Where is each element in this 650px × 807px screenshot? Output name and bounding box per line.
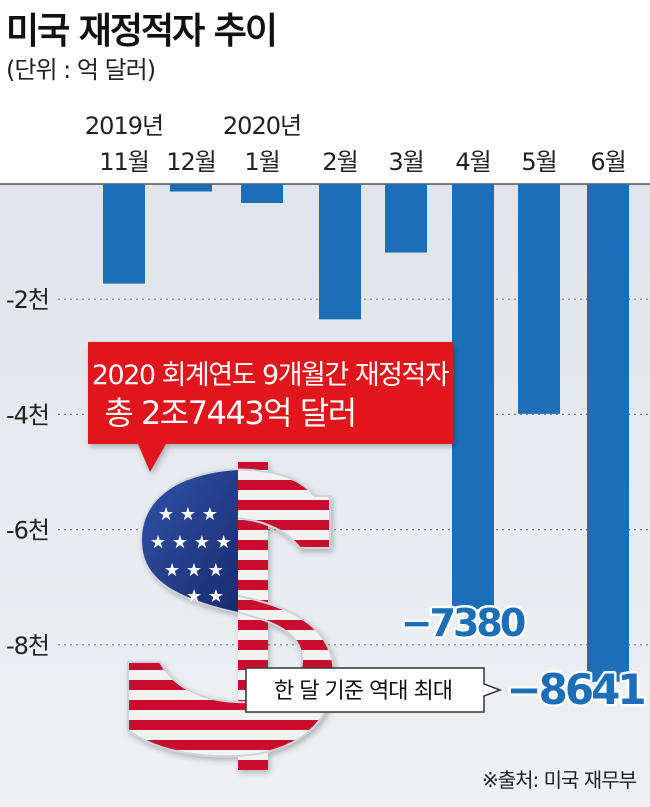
y-tick-label: -2천 xyxy=(6,286,49,314)
record-callout: 한 달 기준 역대 최대 xyxy=(245,667,503,713)
total-deficit-callout: 2020 회계연도 9개월간 재정적자 총 2조7443억 달러 xyxy=(88,342,453,472)
category-label: 1월 xyxy=(244,148,279,176)
value-labels: −7380 −8641 xyxy=(398,599,650,717)
value-label: −7380 xyxy=(401,601,525,645)
svg-text:★ ★ ★: ★ ★ ★ xyxy=(158,504,218,525)
source-note: ※출처: 미국 재무부 xyxy=(481,768,637,792)
bar-7 xyxy=(518,184,560,414)
svg-text:★ ★ ★ ★: ★ ★ ★ ★ xyxy=(150,532,232,553)
category-label: 5월 xyxy=(521,148,556,176)
callout-line-2: 총 2조7443억 달러 xyxy=(104,394,355,432)
year-label: 2020년 xyxy=(223,112,301,140)
category-label: 2월 xyxy=(322,148,357,176)
bar-4 xyxy=(319,184,361,320)
bars xyxy=(103,184,629,682)
category-label: 4월 xyxy=(455,148,490,176)
header-band xyxy=(0,88,650,184)
bar-5 xyxy=(385,184,427,253)
value-label: −8641 xyxy=(506,665,644,714)
y-tick-label: -8천 xyxy=(6,632,49,660)
unit-label: (단위 : 억 달러) xyxy=(6,56,156,84)
chart-title: 미국 재정적자 추이 xyxy=(6,11,278,52)
bar-6 xyxy=(452,184,494,610)
bar-8 xyxy=(587,184,629,682)
category-label: 11월 xyxy=(99,148,149,176)
y-tick-labels: -2천 -4천 -6천 -8천 xyxy=(6,286,50,660)
category-label: 12월 xyxy=(166,148,216,176)
y-tick-label: -4천 xyxy=(6,401,49,429)
dollar-flag-icon: ★ ★ ★ ★ ★ ★ ★ ★ ★ ★ ★ ★ xyxy=(127,462,336,770)
y-tick-label: -6천 xyxy=(6,517,49,545)
callout-line-1: 2020 회계연도 9개월간 재정적자 xyxy=(92,360,450,391)
svg-text:★ ★: ★ ★ xyxy=(186,586,224,607)
bar-2 xyxy=(170,184,212,192)
bar-3 xyxy=(241,184,283,204)
year-label: 2019년 xyxy=(85,112,163,140)
category-label: 6월 xyxy=(590,148,625,176)
svg-text:★ ★ ★: ★ ★ ★ xyxy=(164,560,224,581)
record-callout-text: 한 달 기준 역대 최대 xyxy=(274,679,452,704)
bar-1 xyxy=(103,184,145,284)
category-label: 3월 xyxy=(388,148,423,176)
